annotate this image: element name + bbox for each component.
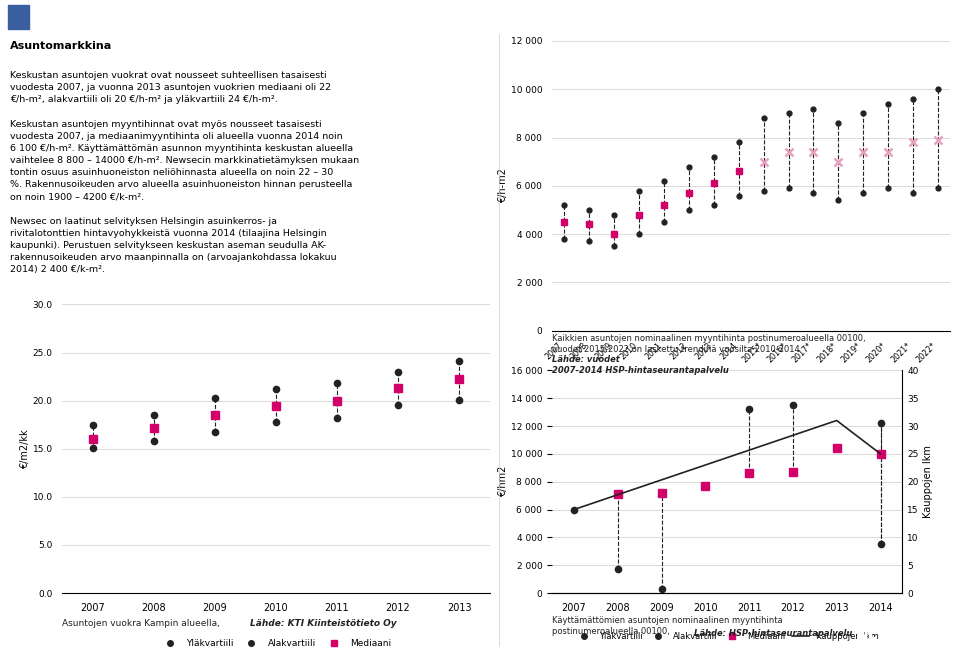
- Text: Kaikkien asuntojen nominaalinen myyntihinta postinumeroalueella 00100,
vuodet 20: Kaikkien asuntojen nominaalinen myyntihi…: [552, 334, 866, 353]
- Text: Keskustan asuntojen vuokrat ovat nousseet suhteellisen tasaisesti
vuodesta 2007,: Keskustan asuntojen vuokrat ovat noussee…: [10, 71, 359, 274]
- Y-axis label: €/h-m2: €/h-m2: [498, 169, 508, 203]
- Legend: Yläkvartiili, Alakvartiili, Mediaani: Yläkvartiili, Alakvartiili, Mediaani: [641, 392, 861, 408]
- Text: Asuntomarkkina: Asuntomarkkina: [10, 41, 112, 51]
- Y-axis label: €/m2/kk: €/m2/kk: [20, 429, 30, 469]
- Bar: [8, 5, 29, 29]
- Text: 13: 13: [926, 11, 943, 24]
- Text: Käyttämättömien asuntojen nominaalinen myyntihinta
postinumeroalueella 00100,: Käyttämättömien asuntojen nominaalinen m…: [552, 616, 782, 635]
- Text: Lähde: HSP-hintaseurantapalvelu: Lähde: HSP-hintaseurantapalvelu: [694, 629, 852, 639]
- Legend: Yläkvartiili, Alakvartiili, Mediaani: Yläkvartiili, Alakvartiili, Mediaani: [157, 636, 395, 652]
- Text: NEWSEC: NEWSEC: [855, 627, 928, 642]
- Text: Lähde: vuodet
2007-2014 HSP-hintaseurantapalvelu: Lähde: vuodet 2007-2014 HSP-hintaseurant…: [552, 355, 729, 374]
- Y-axis label: Kauppojen lkm: Kauppojen lkm: [923, 445, 933, 518]
- Text: NEWSEC VALUATION OY: NEWSEC VALUATION OY: [691, 12, 807, 22]
- Y-axis label: €/hm2: €/hm2: [498, 466, 508, 498]
- Text: MARKKINA-ANALYYSI - KESKUSTA: MARKKINA-ANALYYSI - KESKUSTA: [36, 12, 245, 22]
- Text: Asuntojen vuokra Kampin alueella,: Asuntojen vuokra Kampin alueella,: [62, 619, 223, 629]
- Text: Lähde: KTI Kiinteistötieto Oy: Lähde: KTI Kiinteistötieto Oy: [250, 619, 396, 629]
- Legend: Yläkvartiili, Alakvartiili, Mediaani, Kauppojen lkm: Yläkvartiili, Alakvartiili, Mediaani, Ka…: [572, 629, 882, 645]
